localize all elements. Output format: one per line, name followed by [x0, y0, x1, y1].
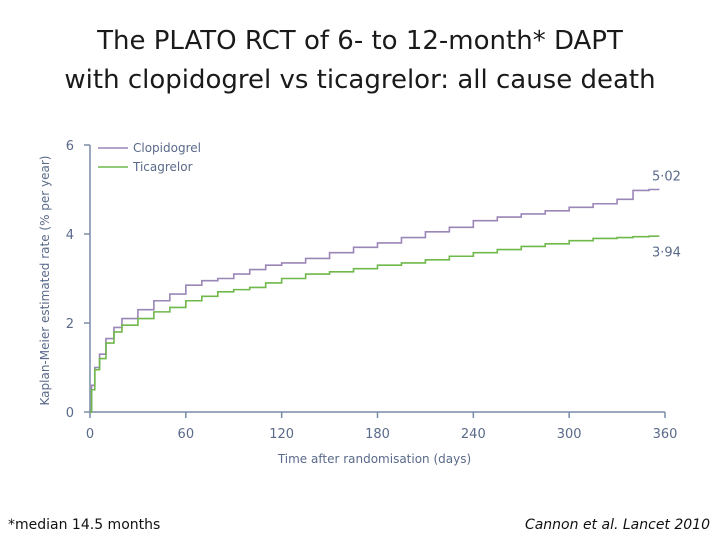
legend-label-clopidogrel: Clopidogrel: [133, 141, 201, 155]
series-line-ticagrelor: [90, 235, 660, 413]
x-tick-label: 360: [653, 427, 678, 442]
end-label-clopidogrel: 5·02: [652, 170, 681, 185]
series-line-clopidogrel: [90, 188, 660, 413]
y-tick-label: 0: [66, 406, 74, 421]
x-tick-label: 60: [178, 427, 195, 442]
footnote: *median 14.5 months: [8, 517, 161, 533]
x-tick-label: 120: [269, 427, 294, 442]
x-tick-label: 180: [365, 427, 390, 442]
y-tick-label: 2: [66, 317, 74, 332]
title-line-2: with clopidogrel vs ticagrelor: all caus…: [64, 65, 656, 95]
title-line-1: The PLATO RCT of 6- to 12-month* DAPT: [97, 26, 623, 56]
x-tick-label: 0: [86, 427, 94, 442]
x-axis-label: Time after randomisation (days): [277, 452, 471, 466]
x-tick-label: 240: [461, 427, 486, 442]
x-tick-label: 300: [557, 427, 582, 442]
end-label-ticagrelor: 3·94: [652, 246, 681, 261]
y-tick-label: 6: [66, 139, 74, 154]
legend-label-ticagrelor: Ticagrelor: [132, 160, 193, 174]
y-tick-label: 4: [66, 228, 74, 243]
slide-title: The PLATO RCT of 6- to 12-month* DAPT wi…: [0, 22, 720, 100]
citation: Cannon et al. Lancet 2010: [524, 517, 710, 533]
y-axis-label: Kaplan-Meier estimated rate (% per year): [38, 156, 52, 406]
